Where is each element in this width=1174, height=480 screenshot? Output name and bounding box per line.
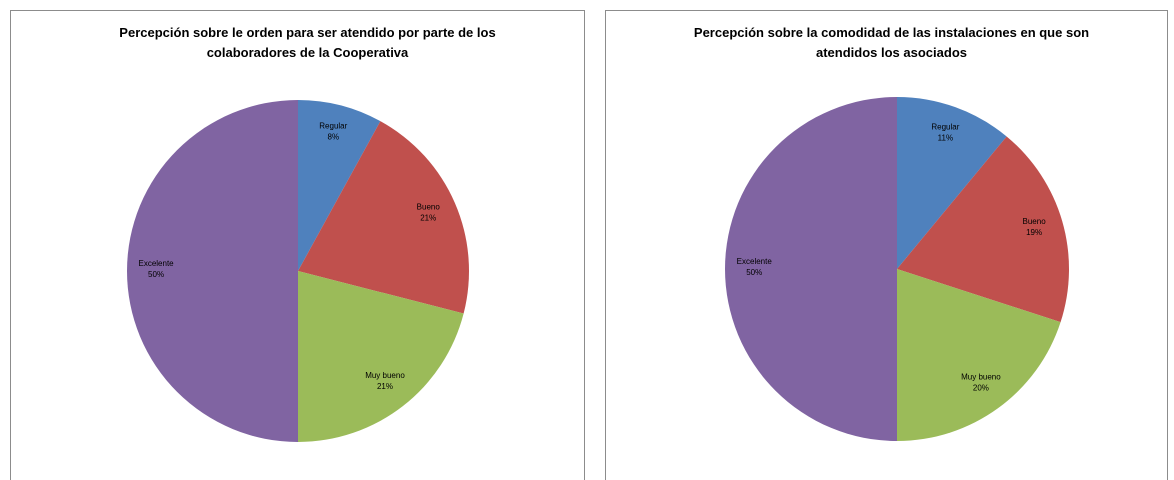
slice-value-label: 20% <box>973 383 989 392</box>
pie-slice <box>298 271 464 442</box>
slice-label: Bueno <box>417 203 441 212</box>
slice-label: Excelente <box>138 259 174 268</box>
chart-panel: Percepción sobre le orden para ser atend… <box>10 10 585 480</box>
chart-panel: Percepción sobre la comodidad de las ins… <box>605 10 1168 480</box>
slice-value-label: 11% <box>938 134 953 143</box>
slice-value-label: 21% <box>377 382 393 391</box>
pie-slice <box>725 97 897 441</box>
chart-title: Percepción sobre le orden para ser atend… <box>119 25 496 60</box>
chart-title: Percepción sobre la comodidad de las ins… <box>693 25 1090 60</box>
slice-label: Muy bueno <box>961 372 1001 381</box>
slice-label: Bueno <box>1023 217 1047 226</box>
slice-value-label: 50% <box>148 270 164 279</box>
pie-chart: Regular 11% Bueno 19% Muy bueno 20% Excelente 5… <box>725 97 1069 441</box>
pie-slice <box>897 97 1007 269</box>
slice-label: Regular <box>319 122 347 131</box>
pie-slice <box>298 121 469 314</box>
pie-slice <box>298 100 381 271</box>
pie-slice <box>127 100 298 442</box>
slice-label: Excelente <box>737 257 773 266</box>
pie-slice <box>897 269 1061 441</box>
pie-chart: Regular 8% Bueno 21% Muy bueno 21% Excelente 50… <box>127 100 469 442</box>
slice-value-label: 21% <box>420 214 436 223</box>
page: Percepción sobre le orden para ser atend… <box>10 10 1168 480</box>
slice-value-label: 8% <box>328 133 340 142</box>
slice-value-label: 50% <box>746 268 762 277</box>
slice-value-label: 19% <box>1026 228 1042 237</box>
slice-label: Regular <box>931 123 959 132</box>
pie-slice <box>897 136 1069 323</box>
slice-label: Muy bueno <box>365 371 405 380</box>
